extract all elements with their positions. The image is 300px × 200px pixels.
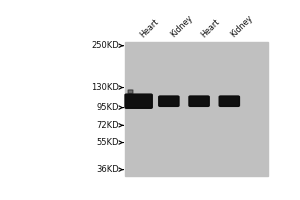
Text: 36KD: 36KD: [96, 165, 119, 174]
Text: 72KD: 72KD: [96, 121, 119, 130]
Text: Heart: Heart: [139, 17, 161, 39]
Text: Kidney: Kidney: [169, 14, 194, 39]
Text: Heart: Heart: [199, 17, 221, 39]
FancyBboxPatch shape: [125, 94, 152, 108]
Text: Kidney: Kidney: [229, 14, 255, 39]
Text: 95KD: 95KD: [96, 103, 119, 112]
FancyBboxPatch shape: [159, 96, 179, 106]
Text: 130KD: 130KD: [91, 83, 119, 92]
Bar: [125, 42, 268, 176]
Text: 250KD: 250KD: [91, 41, 119, 50]
FancyBboxPatch shape: [128, 90, 133, 94]
FancyBboxPatch shape: [219, 96, 239, 106]
FancyBboxPatch shape: [189, 96, 209, 106]
Text: 55KD: 55KD: [96, 138, 119, 147]
